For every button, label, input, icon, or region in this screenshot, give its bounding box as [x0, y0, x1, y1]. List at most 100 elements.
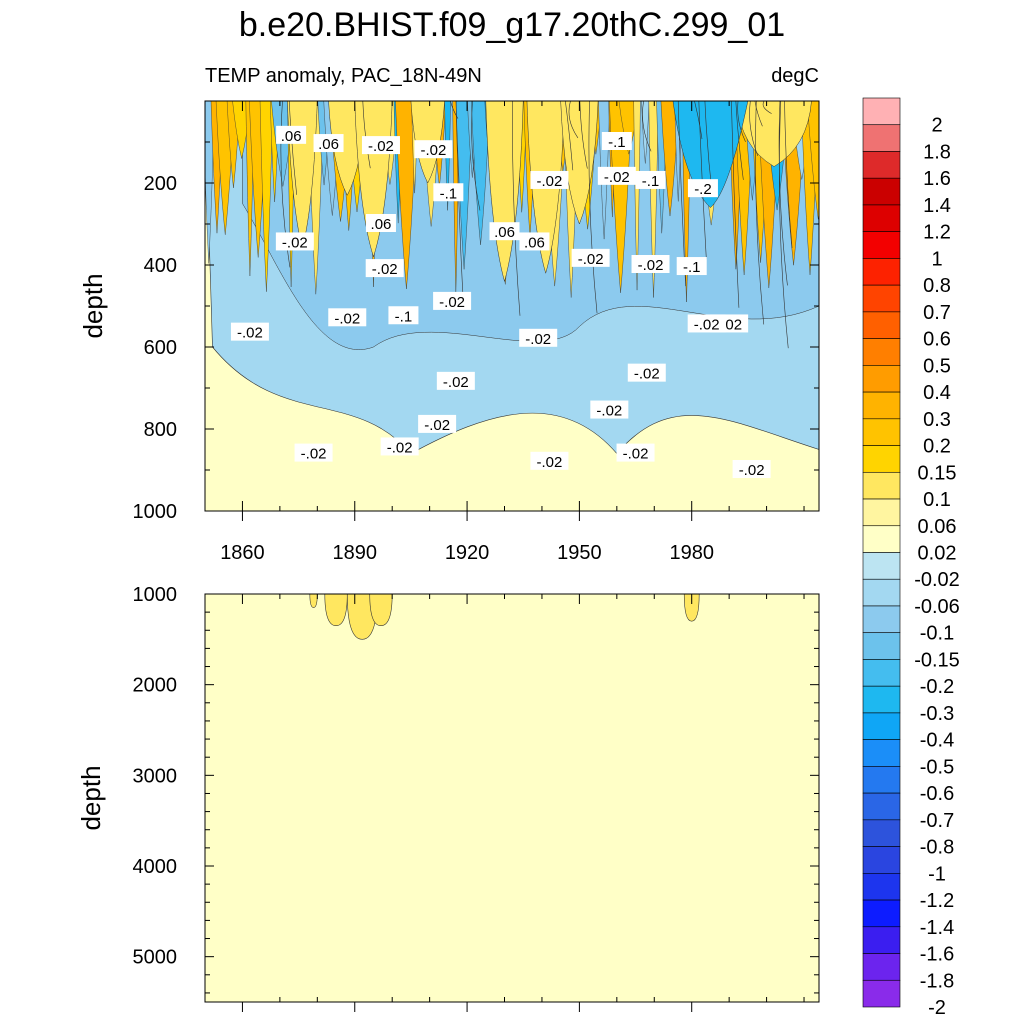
upper-contour-labels: .06 .06 -.02 -.02 -.1 -.02 .06 -.02 .06 .06 -.02 -.… — [230, 125, 771, 479]
contour-label: .06 — [365, 214, 396, 233]
colorbar-tick-label: 0.5 — [923, 355, 951, 377]
upper-y-tick-label: 800 — [144, 419, 177, 441]
contour-label-text: -.02 — [420, 142, 446, 159]
colorbar-tick-label: -0.06 — [914, 596, 960, 618]
colorbar-swatch — [862, 926, 901, 954]
contour-line — [754, 101, 763, 127]
upper-y-tick-label: 1000 — [133, 501, 178, 523]
warm-anomaly-patch — [485, 101, 524, 283]
upper-panel: .06 .06 -.02 -.02 -.1 -.02 .06 -.02 .06 .06 -.02 -.… — [78, 100, 820, 564]
contour-label-text: -.2 — [694, 181, 712, 198]
contour-label: -.02 — [590, 400, 629, 420]
colorbar-tick-label: -2 — [928, 997, 946, 1019]
lower-y-tick-label: 3000 — [133, 765, 178, 787]
lower-panel-background — [205, 594, 819, 1002]
colorbar-swatch — [862, 685, 901, 714]
lower-axis-ticks: 1000 2000 3000 4000 5000 — [133, 584, 819, 1012]
lower-y-axis-title: depth — [76, 765, 106, 830]
contour-label-text: -.1 — [395, 308, 413, 325]
lower-anomaly-field — [309, 594, 700, 640]
contour-line — [642, 101, 652, 152]
contour-label-text: -.02 — [424, 417, 450, 434]
contour-label-text: -.1 — [608, 134, 626, 151]
contour-label: -.02 — [597, 166, 636, 186]
contour-label: -.02 — [627, 363, 666, 383]
colorbar-swatch — [862, 846, 901, 874]
colorbar-tick-label: 0.8 — [923, 275, 951, 297]
colorbar-swatch — [862, 578, 901, 607]
colorbar-tick-label: -0.7 — [920, 810, 954, 832]
contour-label: -.02 — [380, 437, 419, 456]
colorbar-tick-label: 1 — [931, 248, 942, 270]
colorbar-tick-label: -0.1 — [920, 623, 954, 645]
contour-label: -.02 — [616, 443, 655, 463]
contour-line — [778, 101, 788, 286]
colorbar-tick-label: 0.4 — [923, 382, 951, 404]
contour-label-text: -.02 — [537, 173, 563, 190]
colorbar-tick-label: -0.6 — [920, 783, 954, 805]
contour-label-text: -.1 — [642, 173, 660, 190]
colorbar-swatch — [862, 792, 901, 821]
contour-label-text: .06 — [371, 216, 392, 233]
contour-line — [737, 101, 746, 142]
upper-y-tick-label: 200 — [144, 173, 177, 195]
contour-label: -.02 — [631, 255, 670, 274]
panel-subtitle-left: TEMP anomaly, PAC_18N-49N — [205, 65, 482, 87]
contour-line — [565, 101, 574, 171]
contour-line — [694, 101, 703, 140]
upper-anomaly-field — [205, 101, 819, 455]
colorbar-tick-label: -0.15 — [914, 649, 960, 671]
colorbar-swatch — [862, 204, 901, 232]
colorbar-swatch — [862, 338, 901, 366]
contour-label-text: -.02 — [439, 294, 465, 311]
contour-label-text: .06 — [494, 224, 515, 241]
contour-line — [362, 101, 371, 169]
contour-label-text: -.02 — [301, 446, 327, 463]
colorbar-swatch — [862, 873, 901, 901]
contour-label-text: -.02 — [372, 261, 398, 278]
contour-label: -.02 — [436, 371, 475, 391]
x-tick-label: 1860 — [220, 542, 265, 564]
lower-y-tick-label: 5000 — [133, 947, 178, 969]
contour-label-text: .06 — [281, 128, 302, 145]
colorbar-swatch — [862, 953, 901, 981]
lower-panel-frame — [204, 593, 820, 1003]
colorbar-swatch — [862, 151, 901, 179]
colorbar-tick-label: 0.2 — [923, 436, 951, 458]
contour-label-text: -.02 — [694, 316, 720, 333]
lower-y-tick-label: 4000 — [133, 856, 178, 878]
strong-cool-patch — [672, 101, 749, 208]
cool-anomaly-streak — [641, 101, 650, 164]
lower-y-tick-label: 1000 — [133, 584, 178, 606]
colorbar-swatch — [862, 258, 901, 286]
contour-label: -.02 — [414, 140, 453, 159]
colorbar-swatch — [862, 525, 901, 553]
colorbar-swatch — [862, 739, 901, 767]
contour-label-text: -.02 — [387, 439, 413, 456]
colorbar-tick-label: -1 — [928, 863, 946, 885]
colorbar-swatch — [862, 124, 901, 152]
colorbar-swatch — [862, 766, 901, 794]
upper-axis-ticks: 200 400 600 800 1000 1860 1890 1920 1950 1980 — [133, 101, 819, 564]
contour-line — [568, 101, 579, 139]
contour-label-text: .06 — [318, 136, 339, 153]
contour-label-text: -.02 — [604, 169, 630, 186]
contour-label-text: -.02 — [578, 251, 604, 268]
contour-label: -.1 — [676, 257, 707, 276]
colorbar-swatch — [862, 979, 901, 1008]
contour-label: .06 — [276, 125, 307, 145]
colorbar-tick-label: -1.6 — [920, 944, 954, 966]
colorbar-swatch — [862, 97, 901, 126]
contour-label-text: -.02 — [623, 446, 649, 463]
contour-label: -.02 — [530, 451, 569, 471]
contour-label: -.02 — [418, 414, 457, 434]
warm-anomaly-streak — [259, 101, 273, 292]
colorbar-tick-label: -0.8 — [920, 837, 954, 859]
contour-line — [512, 101, 521, 316]
contour-label: -.1 — [601, 132, 632, 151]
contour-label-text: -.02 — [443, 374, 469, 391]
contour-label-text: -.02 — [638, 257, 664, 274]
contour-label: -.1 — [388, 306, 419, 325]
colorbar-swatch — [862, 659, 901, 687]
